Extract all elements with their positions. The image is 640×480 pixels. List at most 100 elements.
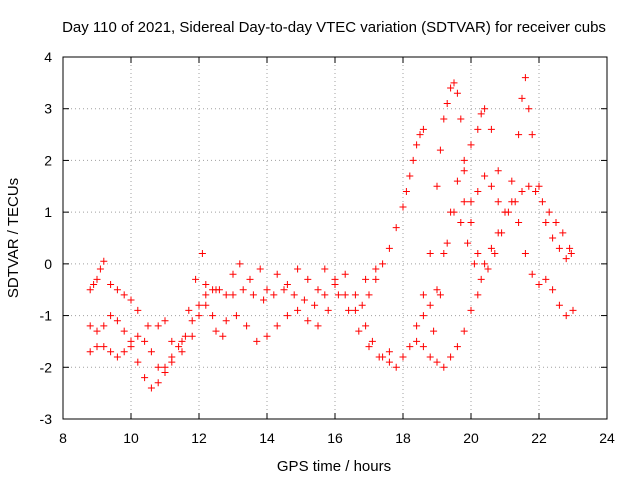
data-point <box>426 353 434 361</box>
data-point <box>440 363 448 371</box>
data-point <box>341 270 349 278</box>
data-point <box>321 291 329 299</box>
data-point <box>474 187 482 195</box>
data-point <box>484 265 492 273</box>
data-point <box>168 337 176 345</box>
data-point <box>202 281 210 289</box>
data-point <box>321 265 329 273</box>
y-axis-label: SDTVAR / TECUs <box>5 178 22 298</box>
data-point <box>222 291 230 299</box>
data-point <box>253 337 261 345</box>
y-tick-label: -2 <box>40 359 53 375</box>
data-point <box>300 296 308 304</box>
satellite-track-k <box>430 182 574 335</box>
data-point <box>144 322 152 330</box>
data-point <box>491 250 499 258</box>
data-point <box>181 332 189 340</box>
data-point <box>212 286 220 294</box>
data-point <box>443 100 451 108</box>
data-point <box>351 306 359 314</box>
data-point <box>120 291 128 299</box>
data-point <box>368 337 376 345</box>
data-point <box>460 156 468 164</box>
data-point <box>93 275 101 283</box>
data-point <box>365 291 373 299</box>
data-point <box>304 275 312 283</box>
data-point <box>392 224 400 232</box>
satellite-track-d <box>202 281 376 345</box>
data-point <box>413 337 421 345</box>
data-point <box>229 291 237 299</box>
data-point <box>406 343 414 351</box>
data-point <box>311 301 319 309</box>
data-point <box>314 322 322 330</box>
data-point <box>232 312 240 320</box>
satellite-track-a <box>86 250 206 345</box>
x-tick-label: 8 <box>59 430 67 446</box>
data-point <box>188 332 196 340</box>
data-point <box>195 312 203 320</box>
data-point <box>249 291 257 299</box>
data-point <box>419 312 427 320</box>
data-point <box>107 281 115 289</box>
data-point <box>464 239 472 247</box>
data-point <box>270 291 278 299</box>
data-point <box>96 265 104 273</box>
data-point <box>246 275 254 283</box>
data-point <box>399 353 407 361</box>
data-point <box>141 374 149 382</box>
data-point <box>198 250 206 258</box>
data-point <box>385 358 393 366</box>
data-point <box>379 353 387 361</box>
data-point <box>433 358 441 366</box>
data-point <box>413 322 421 330</box>
x-axis-label: GPS time / hours <box>277 458 391 475</box>
y-tick-label: 0 <box>44 256 52 272</box>
data-point <box>178 337 186 345</box>
data-point <box>474 125 482 133</box>
data-point <box>280 286 288 294</box>
data-point <box>93 343 101 351</box>
data-point <box>154 379 162 387</box>
data-point <box>460 167 468 175</box>
data-point <box>134 358 142 366</box>
data-point <box>450 208 458 216</box>
data-point <box>402 187 410 195</box>
data-point <box>113 286 121 294</box>
data-point <box>515 218 523 226</box>
data-point <box>256 265 264 273</box>
data-point <box>494 198 502 206</box>
y-tick-label: -3 <box>40 411 53 427</box>
data-point <box>294 306 302 314</box>
data-point <box>447 353 455 361</box>
data-point <box>515 131 523 139</box>
satellite-track-b <box>86 286 223 392</box>
data-point <box>487 244 495 252</box>
data-point <box>419 291 427 299</box>
data-point <box>457 218 465 226</box>
data-point <box>481 260 489 268</box>
data-point <box>372 275 380 283</box>
data-point <box>273 322 281 330</box>
data-point <box>467 198 475 206</box>
data-point <box>379 260 387 268</box>
x-tick-label: 16 <box>327 430 343 446</box>
data-point <box>528 131 536 139</box>
data-point <box>555 244 563 252</box>
data-point <box>555 301 563 309</box>
data-point <box>147 348 155 356</box>
data-point <box>532 187 540 195</box>
data-point <box>147 384 155 392</box>
data-point <box>559 229 567 237</box>
data-point <box>175 343 183 351</box>
data-point <box>283 281 291 289</box>
data-point <box>409 156 417 164</box>
data-point <box>566 244 574 252</box>
data-point <box>494 167 502 175</box>
data-point <box>154 322 162 330</box>
x-tick-label: 18 <box>395 430 411 446</box>
data-point <box>283 312 291 320</box>
data-point <box>154 363 162 371</box>
data-point <box>528 270 536 278</box>
